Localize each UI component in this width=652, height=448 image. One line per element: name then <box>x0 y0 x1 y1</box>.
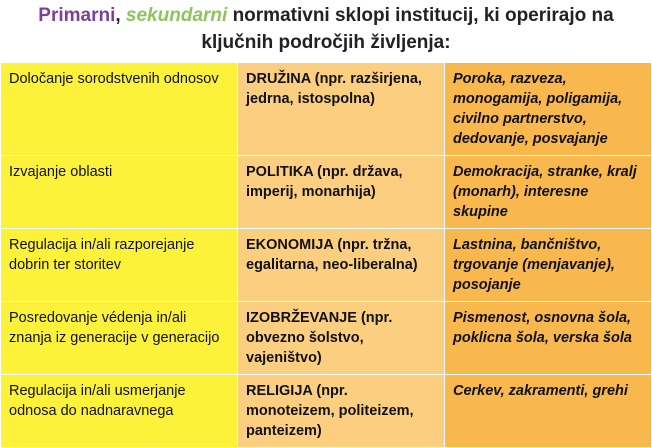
title-secondary: sekundarni <box>125 5 228 26</box>
examples-cell: Demokracija, stranke, kralj (monarh), in… <box>444 155 652 229</box>
table-row: Izvajanje oblasti POLITIKA (npr. država, … <box>0 155 652 229</box>
area-cell: Izvajanje oblasti <box>0 155 238 229</box>
examples-cell: Poroka, razveza, monogamija, poligamija,… <box>444 62 652 156</box>
institution-detail: (npr. obvezno šolstvo, vajeništvo) <box>246 310 393 366</box>
area-cell: Regulacija in/ali razporejanje dobrin te… <box>0 228 238 302</box>
title-comma: , <box>115 5 121 26</box>
table-row: Določanje sorodstvenih odnosov DRUŽINA (n… <box>0 62 652 156</box>
institution-name: EKONOMIJA <box>246 237 334 253</box>
institution-cell: RELIGIJA (npr. monoteizem, politeizem, p… <box>237 374 445 448</box>
institution-name: POLITIKA <box>246 164 314 180</box>
table-body: Določanje sorodstvenih odnosov DRUŽINA (n… <box>0 62 652 448</box>
institution-cell: IZOBRŽEVANJE (npr. obvezno šolstvo, vaje… <box>237 301 445 375</box>
title: Primarni, sekundarni normativni sklopi i… <box>0 2 652 56</box>
institution-cell: POLITIKA (npr. država, imperij, monarhij… <box>237 155 445 229</box>
title-rest: normativni sklopi institucij, ki operira… <box>201 5 614 53</box>
table-row: Regulacija in/ali usmerjanje odnosa do n… <box>0 374 652 448</box>
table-row: Regulacija in/ali razporejanje dobrin te… <box>0 228 652 302</box>
institution-detail: (npr. razširjena, jedrna, istospolna) <box>246 71 422 107</box>
institution-cell: EKONOMIJA (npr. tržna, egalitarna, neo-l… <box>237 228 445 302</box>
area-cell: Regulacija in/ali usmerjanje odnosa do n… <box>0 374 238 448</box>
examples-cell: Lastnina, bančništvo, trgovanje (menjava… <box>444 228 652 302</box>
institution-detail: (npr. tržna, egalitarna, neo-liberalna) <box>246 237 418 273</box>
institutions-table: Določanje sorodstvenih odnosov DRUŽINA (n… <box>0 62 652 448</box>
institution-cell: DRUŽINA (npr. razširjena, jedrna, istosp… <box>237 62 445 156</box>
examples-cell: Cerkev, zakramenti, grehi <box>444 374 652 448</box>
institution-name: IZOBRŽEVANJE <box>246 310 357 326</box>
institution-name: RELIGIJA <box>246 383 313 399</box>
title-primary: Primarni <box>38 5 116 26</box>
area-cell: Določanje sorodstvenih odnosov <box>0 62 238 156</box>
institution-name: DRUŽINA <box>246 71 311 87</box>
examples-cell: Pismenost, osnovna šola, poklicna šola, … <box>444 301 652 375</box>
table-row: Posredovanje védenja in/ali znanja iz ge… <box>0 301 652 375</box>
institution-detail: (npr. država, imperij, monarhija) <box>246 164 403 200</box>
area-cell: Posredovanje védenja in/ali znanja iz ge… <box>0 301 238 375</box>
